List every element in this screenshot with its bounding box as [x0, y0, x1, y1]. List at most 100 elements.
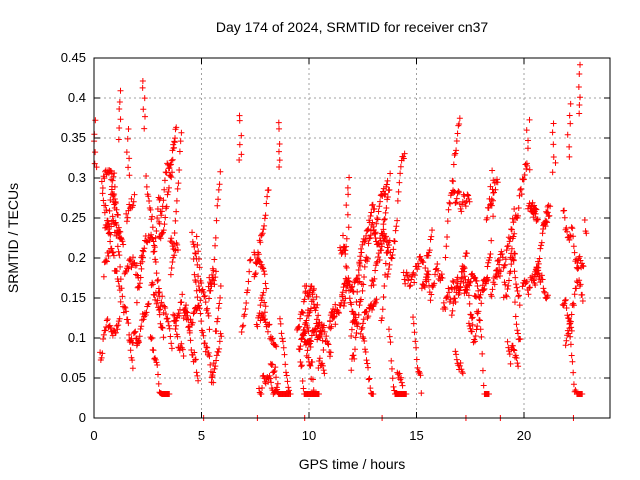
data-point: [364, 227, 371, 234]
data-point: [403, 391, 410, 397]
data-point: [569, 358, 576, 365]
data-point: [538, 242, 545, 249]
data-point: [119, 238, 126, 245]
data-point: [541, 289, 548, 296]
data-point: [370, 281, 377, 288]
data-point: [185, 316, 192, 323]
data-point: [443, 294, 450, 301]
data-point: [104, 221, 111, 228]
data-point: [267, 375, 274, 382]
data-point: [213, 357, 220, 364]
data-point: [157, 320, 164, 327]
data-point: [530, 214, 537, 221]
data-point: [189, 319, 196, 326]
data-point: [543, 295, 550, 302]
data-point: [403, 269, 410, 276]
data-point: [509, 342, 516, 349]
data-point: [184, 309, 191, 316]
data-point: [194, 305, 201, 312]
data-point: [394, 197, 401, 204]
data-point: [306, 362, 313, 369]
data-point: [413, 344, 420, 351]
data-point: [563, 304, 570, 311]
data-point: [115, 322, 122, 329]
data-point: [488, 293, 495, 300]
data-point: [108, 223, 115, 230]
data-point: [299, 332, 306, 339]
data-point: [195, 273, 202, 280]
data-point: [552, 159, 559, 166]
data-point: [381, 216, 388, 223]
data-point: [407, 282, 414, 289]
data-point: [445, 285, 452, 292]
data-point: [164, 160, 171, 167]
data-point: [261, 215, 268, 222]
data-point: [357, 330, 364, 337]
data-point: [270, 369, 277, 376]
data-point: [330, 313, 337, 320]
data-point: [215, 349, 222, 356]
data-point: [373, 259, 380, 266]
data-point: [526, 116, 533, 123]
data-point: [313, 316, 320, 323]
data-point: [422, 265, 429, 272]
data-point: [472, 333, 479, 340]
data-point: [260, 312, 267, 319]
data-point: [538, 239, 545, 246]
data-point: [415, 263, 422, 270]
data-point: [367, 232, 374, 239]
data-point: [465, 292, 472, 299]
data-point: [497, 272, 504, 279]
data-point: [346, 295, 353, 302]
data-point: [152, 259, 159, 266]
data-point: [209, 271, 216, 278]
data-point: [380, 221, 387, 228]
data-point: [285, 384, 292, 391]
data-point: [214, 315, 221, 322]
data-point: [492, 186, 499, 193]
data-point: [140, 248, 147, 255]
data-point: [514, 360, 521, 367]
data-point: [467, 311, 474, 318]
data-point: [339, 291, 346, 298]
data-point: [513, 281, 520, 288]
data-point: [567, 100, 574, 107]
data-point: [198, 279, 205, 286]
data-point: [109, 177, 116, 184]
data-point: [490, 213, 497, 220]
data-point: [309, 358, 316, 365]
y-tick-label: 0: [79, 410, 86, 425]
data-point: [284, 378, 291, 385]
data-point: [526, 284, 533, 291]
data-point: [127, 258, 134, 265]
data-point: [133, 299, 140, 306]
data-point: [143, 172, 150, 179]
data-point: [444, 293, 451, 300]
data-point: [485, 259, 492, 266]
data-point: [547, 203, 554, 210]
data-point: [435, 267, 442, 274]
data-point: [513, 284, 520, 291]
data-point: [566, 236, 573, 243]
data-point: [374, 215, 381, 222]
data-point: [124, 214, 131, 221]
data-point: [489, 286, 496, 293]
data-point: [168, 169, 175, 176]
data-point: [154, 297, 161, 304]
data-point: [260, 372, 267, 379]
data-point: [339, 249, 346, 256]
data-point: [351, 346, 358, 353]
data-point: [176, 148, 183, 155]
data-point: [512, 352, 519, 359]
data-point: [155, 285, 162, 292]
data-point: [523, 160, 530, 167]
data-point: [330, 305, 337, 312]
data-point: [268, 336, 275, 343]
data-point: [540, 285, 547, 292]
data-point: [103, 206, 110, 213]
data-point: [256, 258, 263, 265]
data-point: [420, 259, 427, 266]
data-point: [510, 256, 517, 263]
